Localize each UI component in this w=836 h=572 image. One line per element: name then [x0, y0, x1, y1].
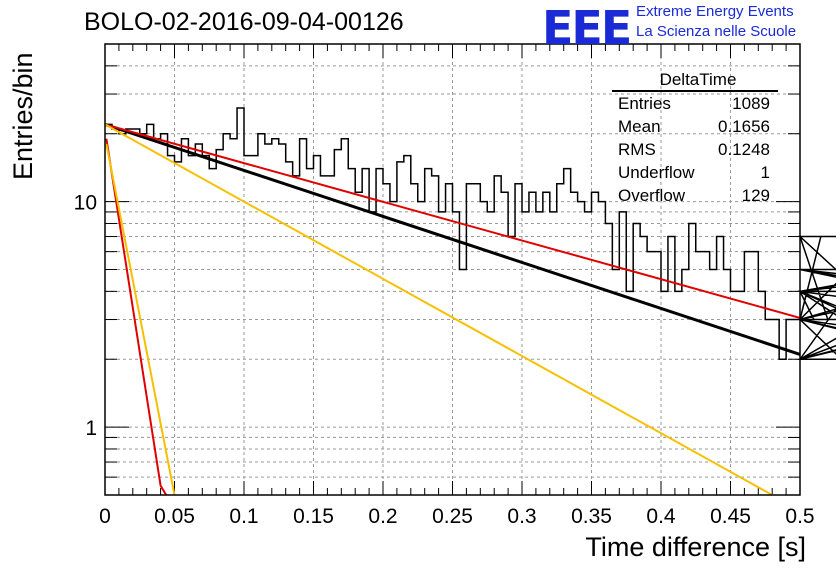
x-tick-label: 0 [99, 505, 111, 528]
stats-value: 0.1656 [718, 117, 770, 136]
plot-frame [104, 43, 801, 496]
stats-row-mean: Mean 0.1656 [612, 115, 778, 138]
series-line-fit [104, 122, 801, 356]
x-tick-label: 0.25 [432, 505, 473, 528]
stats-box: DeltaTime Entries 1089 Mean 0.1656 RMS 0… [612, 70, 778, 207]
x-tick-label: 0.1 [229, 505, 258, 528]
stats-value: 1 [760, 163, 770, 182]
x-axis-label: Time difference [s] [585, 532, 806, 562]
x-tick-label: 0.4 [646, 505, 676, 528]
x-tick-label: 0.3 [507, 505, 536, 528]
stats-label: Mean [618, 117, 661, 136]
eee-logo: EEE [542, 1, 632, 55]
x-tick-label: 0.2 [368, 505, 397, 528]
stats-value: 0.1248 [718, 140, 770, 159]
stats-value: 129 [741, 186, 770, 205]
logo-line-2: La Scienza nelle Scuole [636, 23, 797, 40]
stats-label: Underflow [618, 163, 695, 182]
x-tick-label: 0.05 [154, 505, 195, 528]
x-tick-label: 0.15 [293, 505, 334, 528]
y-tick-label: 10 [74, 192, 97, 215]
stats-label: Entries [618, 94, 671, 113]
stats-row-underflow: Underflow 1 [612, 161, 778, 184]
stats-value: 1089 [732, 94, 770, 113]
logo-line-1: Extreme Energy Events [636, 3, 794, 20]
stats-title: DeltaTime [612, 70, 778, 92]
stats-label: RMS [618, 140, 656, 159]
stats-row-overflow: Overflow 129 [612, 184, 778, 207]
x-tick-label: 0.35 [571, 505, 612, 528]
histogram-series [105, 107, 836, 360]
series-line-steep-yellow [105, 143, 176, 496]
stats-label: Overflow [618, 186, 686, 205]
series-line-steep-red [105, 138, 168, 496]
series-line-upper [104, 123, 801, 319]
stats-row-entries: Entries 1089 [612, 92, 778, 115]
page-title: BOLO-02-2016-09-04-00126 [84, 8, 404, 36]
series-line-slow-yellow [104, 123, 773, 496]
y-axis-label: Entries/bin [8, 52, 38, 180]
y-tick-label: 1 [85, 417, 97, 440]
x-tick-label: 0.45 [710, 505, 751, 528]
stats-row-rms: RMS 0.1248 [612, 138, 778, 161]
x-tick-label: 0.5 [785, 505, 814, 528]
